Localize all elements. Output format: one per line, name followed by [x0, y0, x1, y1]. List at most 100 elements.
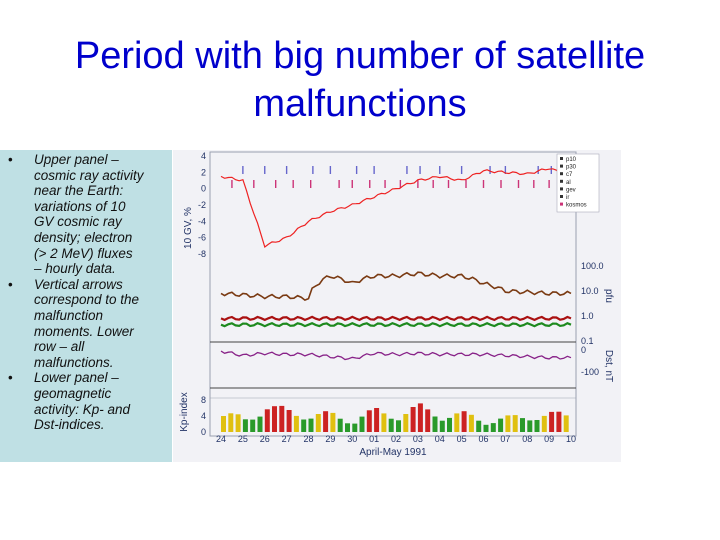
legend-item: al: [566, 180, 571, 186]
kp-bar: [330, 412, 336, 432]
legend-box: [556, 153, 600, 213]
kp-bar: [410, 407, 416, 432]
kp-bar: [505, 415, 511, 432]
title-line-1: Period with big number of satellite: [74, 35, 646, 77]
flux-tick-label: 10.0: [581, 286, 599, 296]
space-weather-chart: 10 GV, % Kp-index pfu Dst, nT 4 2 0 -2 -4 -6 -…: [173, 150, 621, 462]
bullet-line: row – all: [34, 339, 85, 355]
kp-bar: [563, 415, 569, 432]
x-tick-label: 04: [435, 434, 445, 444]
legend-marker: [560, 202, 563, 206]
cosmic-ray-line: [220, 168, 572, 248]
dst-tick-label: -100: [581, 367, 599, 377]
bullet-panel: • Upper panel – cosmic ray activity near…: [0, 150, 172, 462]
legend-item: p30: [566, 165, 577, 171]
electron-flux-line: [220, 271, 572, 302]
kp-bar: [527, 420, 533, 432]
kp-tick-label: 8: [201, 395, 206, 405]
kp-tick-labels: 8 4 0: [201, 395, 206, 437]
x-tick-label: 05: [457, 434, 467, 444]
x-tick-label: 24: [216, 434, 226, 444]
bullet-line: (> 2 MeV) fluxes: [34, 245, 133, 261]
slide-title: Period with big number of satellite malf…: [0, 32, 720, 128]
legend-item: ir: [566, 195, 569, 201]
kp-bar: [490, 423, 496, 432]
bullet-line: Lower panel –: [34, 370, 119, 386]
legend-marker: [560, 164, 563, 168]
bullet-lower-panel: • Lower panel – geomagnetic activity: Kp…: [8, 370, 168, 432]
legend-marker: [560, 195, 563, 198]
kp-axis-label: Kp-index: [179, 392, 190, 431]
left-tick-label: 4: [201, 151, 206, 161]
bullet-arrows: • Vertical arrows correspond to the malf…: [8, 277, 168, 371]
bullet-line: malfunction: [34, 307, 104, 323]
bullet-marker: •: [8, 152, 13, 167]
kp-bar: [483, 424, 489, 432]
kp-bar: [381, 413, 387, 432]
legend-marker: [560, 179, 563, 183]
kp-bar: [359, 416, 365, 432]
kp-bar: [345, 423, 350, 432]
kp-bar: [556, 411, 562, 432]
legend-item: p10: [566, 157, 577, 163]
kp-bar: [454, 413, 460, 432]
kp-bar: [432, 416, 438, 432]
legend-marker: [560, 172, 563, 176]
kp-tick-label: 4: [201, 411, 206, 421]
kp-bar: [366, 410, 372, 432]
kp-bar: [447, 417, 452, 432]
flux-tick-labels: 100.0 10.0 1.0 0.1: [581, 261, 604, 346]
x-tick-label: 29: [325, 434, 335, 444]
x-tick-label: 01: [369, 434, 379, 444]
kp-bars: [221, 403, 569, 432]
bullet-line: activity: Kp- and: [34, 401, 131, 417]
kp-bar: [403, 414, 409, 432]
kp-bar: [323, 411, 329, 432]
flux-axis-label: pfu: [603, 289, 614, 303]
bullet-line: cosmic ray activity: [34, 167, 144, 183]
dst-tick-label: 0: [581, 345, 586, 355]
left-tick-label: 2: [201, 167, 206, 177]
chart-svg: 10 GV, % Kp-index pfu Dst, nT 4 2 0 -2 -4 -6 -…: [173, 150, 621, 462]
kp-bar: [498, 418, 504, 432]
flux-tick-label: 0.1: [581, 336, 594, 346]
x-tick-label: 06: [478, 434, 488, 444]
bullet-line: variations of 10: [34, 198, 126, 214]
x-tick-label: 08: [522, 434, 532, 444]
legend-marker: [560, 187, 563, 191]
series-layer: [220, 168, 572, 361]
bullet-upper-panel: • Upper panel – cosmic ray activity near…: [8, 152, 168, 277]
left-tick-label: -8: [198, 249, 206, 259]
x-tick-label: 07: [500, 434, 510, 444]
kp-bar: [468, 414, 474, 432]
left-axis-label: 10 GV, %: [183, 207, 194, 249]
kp-bar: [352, 423, 358, 432]
x-tick-labels: 24 25 26 27 28 29 30 01 02 03 04 05 06 07 08 09 10: [216, 434, 576, 444]
kp-bar: [549, 411, 555, 432]
legend-item: gev: [566, 187, 576, 193]
bullet-line: Upper panel –: [34, 152, 119, 167]
bullet-marker: •: [8, 370, 13, 386]
left-tick-label: -6: [198, 233, 206, 243]
title-line-2: malfunctions: [253, 83, 467, 125]
kp-bar: [221, 416, 226, 432]
kp-bar: [439, 420, 445, 432]
kp-tick-label: 0: [201, 427, 206, 437]
kp-bar: [315, 414, 321, 432]
bullet-line: – hourly data.: [34, 261, 116, 277]
dst-tick-labels: 0 -100: [581, 345, 599, 377]
bullet-line: correspond to the: [34, 292, 140, 308]
x-tick-label: 02: [391, 434, 401, 444]
bullet-line: near the Earth:: [34, 183, 124, 199]
kp-bar: [279, 405, 285, 432]
kp-bar: [461, 411, 467, 432]
x-tick-label: 10: [566, 434, 576, 444]
kp-bar: [250, 419, 256, 432]
x-tick-label: 25: [238, 434, 248, 444]
kp-bar: [541, 415, 547, 432]
kp-bar: [520, 418, 525, 432]
kp-bar: [264, 409, 270, 432]
kp-bar: [308, 418, 314, 432]
x-tick-label: 30: [347, 434, 357, 444]
